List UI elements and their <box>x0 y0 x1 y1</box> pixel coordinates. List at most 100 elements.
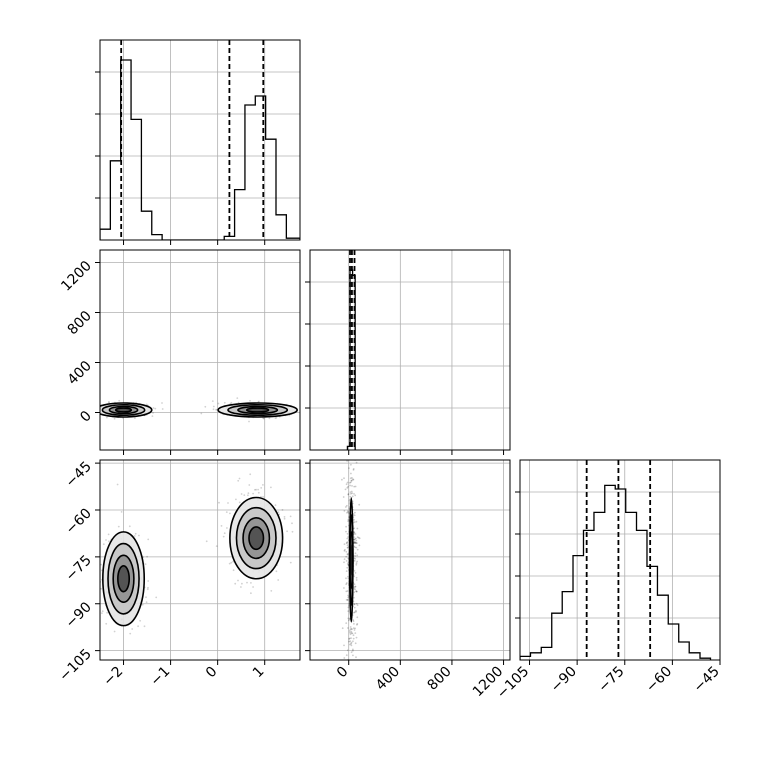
sample-point <box>238 501 241 504</box>
sample-point <box>237 479 240 482</box>
sample-point <box>346 599 349 601</box>
sample-point <box>343 587 345 589</box>
sample-point <box>147 538 150 541</box>
sample-point <box>353 629 356 631</box>
sample-point <box>347 553 349 556</box>
sample-point <box>94 414 96 416</box>
sample-point <box>353 583 356 586</box>
sample-point <box>116 483 119 486</box>
sample-point <box>211 400 214 402</box>
sample-point <box>353 606 356 609</box>
panel-content <box>310 460 510 699</box>
sample-point <box>345 483 348 486</box>
sample-point <box>229 512 231 515</box>
y-tick-label: 0 <box>77 408 95 426</box>
sample-point <box>352 649 354 652</box>
sample-point <box>347 511 349 513</box>
sample-point <box>356 667 358 669</box>
sample-point <box>341 478 343 481</box>
sample-point <box>354 585 357 588</box>
sample-point <box>343 543 346 545</box>
sample-point <box>243 494 246 496</box>
sample-point <box>248 484 251 486</box>
sample-point <box>226 527 228 529</box>
sample-point <box>354 511 356 514</box>
sample-point <box>204 405 207 408</box>
sample-point <box>252 586 255 588</box>
sample-point <box>346 487 349 489</box>
sample-point <box>92 406 94 408</box>
sample-point <box>353 541 356 544</box>
sample-point <box>238 477 241 480</box>
sample-point <box>353 603 356 605</box>
sample-point <box>351 632 354 635</box>
panel-content <box>520 460 720 660</box>
sample-point <box>355 636 358 639</box>
sample-point <box>345 582 348 584</box>
sample-point <box>223 532 226 535</box>
sample-point <box>347 577 350 580</box>
sample-point <box>352 654 354 657</box>
sample-point <box>356 623 359 625</box>
sample-point <box>349 626 352 628</box>
sample-point <box>352 669 354 671</box>
y-tick-label: −75 <box>63 552 95 584</box>
sample-point <box>355 576 358 579</box>
density-contour <box>108 405 139 415</box>
sample-point <box>356 527 359 530</box>
sample-point <box>354 546 356 549</box>
sample-point <box>345 622 348 624</box>
sample-point <box>134 532 137 535</box>
sample-point <box>200 412 203 415</box>
sample-point <box>113 630 116 633</box>
sample-point <box>255 488 257 491</box>
sample-point <box>353 518 355 521</box>
sample-point <box>133 535 136 537</box>
sample-point <box>100 563 103 566</box>
sample-point <box>353 557 356 560</box>
sample-point <box>257 488 259 491</box>
sample-point <box>349 481 352 484</box>
sample-point <box>277 579 280 581</box>
sample-point <box>349 631 351 634</box>
sample-point <box>348 638 351 640</box>
density-fill <box>350 544 353 576</box>
sample-point <box>349 633 352 636</box>
density-contour <box>229 496 284 580</box>
sample-point <box>354 632 357 634</box>
sample-point <box>95 409 97 411</box>
sample-point <box>344 506 347 508</box>
sample-point <box>351 697 353 699</box>
sample-point <box>353 538 356 541</box>
sample-point <box>350 479 353 482</box>
sample-point <box>138 534 140 537</box>
sample-point <box>349 484 351 487</box>
sample-point <box>347 520 349 522</box>
sample-point <box>289 561 292 564</box>
sample-point <box>349 498 351 501</box>
sample-point <box>147 586 149 589</box>
sample-point <box>342 496 345 498</box>
sample-point <box>289 515 292 518</box>
sample-point <box>108 401 110 403</box>
sample-point <box>346 590 349 592</box>
sample-point <box>350 463 352 466</box>
density-fill <box>117 565 130 592</box>
sample-point <box>236 397 239 399</box>
sample-point <box>128 525 131 528</box>
sample-point <box>241 582 243 585</box>
sample-point <box>353 591 356 594</box>
sample-point <box>353 596 355 599</box>
sample-point <box>96 404 98 406</box>
x-tick-label: 1 <box>250 664 268 682</box>
sample-point <box>137 625 140 628</box>
sample-point <box>139 619 142 622</box>
sample-point <box>94 407 96 409</box>
sample-point <box>117 525 120 528</box>
sample-point <box>155 596 158 599</box>
sample-point <box>248 420 250 423</box>
sample-point <box>346 553 349 556</box>
sample-point <box>283 516 286 518</box>
sample-point <box>218 501 220 504</box>
sample-point <box>106 416 108 419</box>
